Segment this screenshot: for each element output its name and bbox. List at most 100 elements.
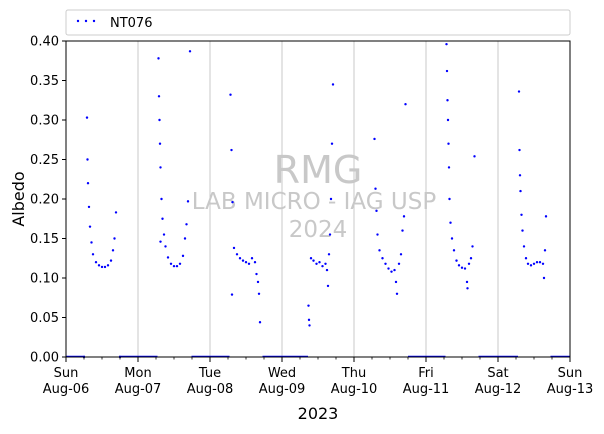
data-point xyxy=(157,95,161,98)
data-point xyxy=(94,261,98,264)
data-point xyxy=(315,262,318,265)
data-point xyxy=(169,262,173,265)
y-tick-label: 0.05 xyxy=(30,311,59,326)
data-point xyxy=(393,268,396,272)
data-point xyxy=(185,223,188,226)
data-point xyxy=(312,259,315,262)
data-point xyxy=(326,284,330,288)
data-point xyxy=(469,257,473,260)
data-point xyxy=(402,215,406,218)
data-point xyxy=(374,187,377,190)
data-point xyxy=(157,57,160,60)
data-point xyxy=(114,211,118,214)
x-tick-day: Fri xyxy=(418,366,434,381)
x-tick-date: Aug-13 xyxy=(547,382,594,397)
data-point xyxy=(519,189,522,193)
data-point xyxy=(390,270,393,273)
data-point xyxy=(387,267,390,270)
data-point xyxy=(373,137,376,141)
data-point xyxy=(253,261,257,264)
data-point xyxy=(384,262,387,265)
data-point xyxy=(307,304,310,307)
data-point xyxy=(103,265,107,269)
y-tick-label: 0.15 xyxy=(30,232,59,247)
y-axis-label: Albedo xyxy=(9,171,28,226)
data-point xyxy=(446,99,449,102)
x-tick-date: Aug-07 xyxy=(115,382,162,397)
data-point xyxy=(183,237,187,240)
data-point xyxy=(518,174,522,177)
data-point xyxy=(448,197,451,201)
data-point xyxy=(90,241,93,244)
x-tick-day: Mon xyxy=(124,366,151,381)
x-tick-day: Sat xyxy=(487,366,508,381)
y-tick-label: 0.30 xyxy=(30,114,59,129)
legend-label: NT076 xyxy=(110,16,152,31)
data-point xyxy=(524,257,528,260)
data-point xyxy=(159,166,162,169)
data-point xyxy=(467,262,471,265)
data-point xyxy=(466,287,469,290)
data-point xyxy=(232,246,236,250)
x-tick-date: Aug-08 xyxy=(187,382,234,397)
x-tick-day: Thu xyxy=(341,366,366,381)
data-point xyxy=(395,292,399,295)
y-tick-label: 0.10 xyxy=(30,272,59,287)
data-point xyxy=(160,197,163,201)
data-point xyxy=(327,253,331,256)
data-point xyxy=(244,261,248,264)
legend-dot xyxy=(76,19,80,23)
data-point xyxy=(87,205,91,209)
data-point xyxy=(329,197,333,201)
data-point xyxy=(229,93,232,96)
data-point xyxy=(521,229,524,232)
legend-marker xyxy=(76,19,96,23)
data-point xyxy=(100,265,104,269)
data-point xyxy=(538,261,542,264)
data-point xyxy=(447,166,451,169)
data-point xyxy=(520,213,523,216)
data-point xyxy=(325,268,329,272)
y-tick-label: 0.35 xyxy=(30,74,59,89)
data-point xyxy=(86,158,89,161)
data-point xyxy=(457,264,461,267)
gridlines xyxy=(137,41,499,357)
y-tick-label: 0.00 xyxy=(30,351,59,366)
legend: NT076 xyxy=(65,9,571,36)
data-point xyxy=(309,257,313,260)
data-point xyxy=(238,257,242,260)
data-point xyxy=(518,148,521,152)
data-point xyxy=(162,233,166,236)
x-axis-label: 2023 xyxy=(298,404,339,423)
data-point xyxy=(471,245,474,248)
x-tick-date: Aug-11 xyxy=(403,382,450,397)
x-tick-day: Sun xyxy=(54,366,79,381)
x-tick-day: Sun xyxy=(558,366,583,381)
x-tick-date: Aug-06 xyxy=(43,382,90,397)
data-point xyxy=(307,318,311,322)
data-point xyxy=(378,249,381,252)
data-point xyxy=(381,257,384,260)
data-point xyxy=(91,253,95,256)
data-point xyxy=(158,142,162,145)
data-point xyxy=(465,280,469,284)
data-point xyxy=(111,249,115,252)
data-point xyxy=(88,225,92,228)
data-point xyxy=(85,116,89,119)
data-point xyxy=(172,264,176,268)
data-point xyxy=(166,256,170,259)
data-point xyxy=(517,90,521,93)
data-point xyxy=(450,237,454,240)
data-point xyxy=(394,280,398,284)
watermark-lab: LAB MICRO - IAG USP xyxy=(192,189,437,215)
data-point xyxy=(86,182,90,185)
data-point xyxy=(376,233,379,236)
data-point xyxy=(175,264,179,268)
x-axis-ticks: SunAug-06MonAug-07TueAug-08WedAug-09ThuA… xyxy=(43,357,594,397)
data-point xyxy=(230,148,233,152)
data-point xyxy=(109,259,113,262)
data-point xyxy=(460,266,464,269)
data-point xyxy=(181,254,185,258)
data-point xyxy=(452,249,456,252)
